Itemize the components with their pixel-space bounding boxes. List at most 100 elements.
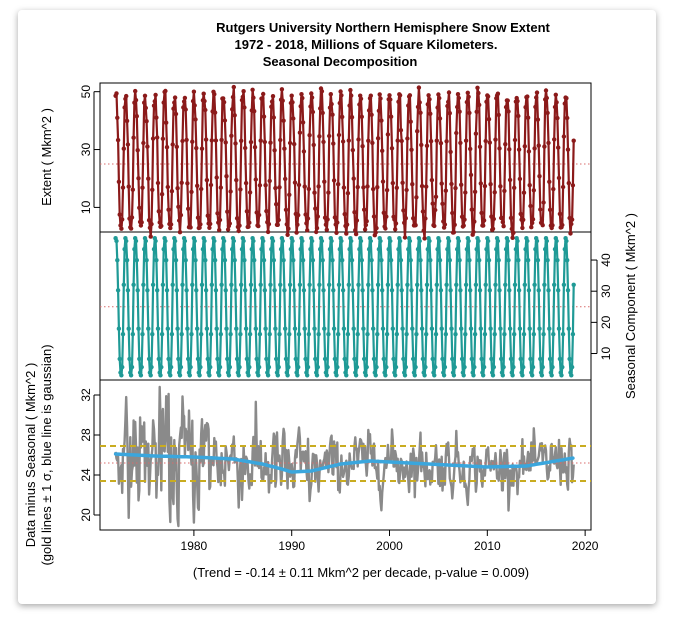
seasonal-point xyxy=(461,373,466,378)
seasonal-point xyxy=(320,258,325,263)
top-extent-point xyxy=(396,99,401,105)
top-extent-point xyxy=(303,212,308,217)
seasonal-point xyxy=(150,282,156,287)
top-extent-point xyxy=(554,100,559,105)
seasonal-point xyxy=(287,282,293,287)
top-extent-point xyxy=(471,229,476,235)
top-extent-point xyxy=(326,190,331,195)
seasonal-point xyxy=(556,288,561,293)
top-extent-point xyxy=(511,230,516,235)
seasonal-point xyxy=(437,238,442,244)
top-extent-point xyxy=(337,100,342,106)
seasonal-point xyxy=(468,326,474,331)
top-extent-point xyxy=(454,130,459,136)
top-extent-point xyxy=(161,100,166,105)
seasonal-point xyxy=(439,326,444,331)
seasonal-point xyxy=(219,282,224,287)
seasonal-point xyxy=(560,364,565,370)
seasonal-point xyxy=(316,332,321,337)
top-extent-point xyxy=(345,191,351,196)
seasonal-point xyxy=(143,238,148,244)
seasonal-point xyxy=(286,364,291,370)
seasonal-point xyxy=(192,238,197,244)
top-extent-point xyxy=(324,227,329,232)
top-extent-point xyxy=(565,147,571,152)
top-extent-point xyxy=(302,184,307,189)
seasonal-point xyxy=(427,238,432,244)
seasonal-point xyxy=(342,356,347,362)
top-extent-point xyxy=(203,107,208,113)
seasonal-point xyxy=(122,247,127,252)
top-extent-point xyxy=(476,90,481,96)
seasonal-point xyxy=(114,238,119,244)
seasonal-point xyxy=(428,288,434,293)
seasonal-point xyxy=(292,326,298,331)
seasonal-point xyxy=(490,373,496,378)
top-extent-point xyxy=(506,109,511,114)
top-extent-point xyxy=(119,226,124,231)
seasonal-point xyxy=(178,364,184,370)
seasonal-point xyxy=(556,326,562,331)
top-extent-point xyxy=(209,138,214,143)
top-extent-point xyxy=(317,134,322,139)
seasonal-point xyxy=(261,258,267,263)
top-extent-point xyxy=(166,207,171,212)
top-extent-point xyxy=(483,138,488,144)
gaussian-trend-line xyxy=(113,452,575,474)
seasonal-point xyxy=(190,247,196,252)
seasonal-point xyxy=(428,258,433,263)
top-extent-point xyxy=(456,95,461,101)
top-ytick-label: 10 xyxy=(79,200,93,214)
seasonal-point xyxy=(448,288,453,293)
top-extent-point xyxy=(445,103,450,109)
top-extent-point xyxy=(408,119,413,124)
xtick-label: 2020 xyxy=(572,539,599,553)
top-extent-point xyxy=(510,235,515,240)
seasonal-point xyxy=(542,282,547,287)
seasonal-point xyxy=(232,258,237,263)
top-extent-point xyxy=(237,223,242,228)
seasonal-point xyxy=(208,364,213,370)
seasonal-point xyxy=(516,258,521,263)
seasonal-point xyxy=(217,373,222,378)
top-extent-point xyxy=(340,139,346,144)
top-extent-point xyxy=(204,177,210,183)
seasonal-point xyxy=(288,247,294,252)
top-extent-point xyxy=(137,205,142,210)
top-extent-point xyxy=(375,136,381,141)
seasonal-point xyxy=(520,373,525,378)
seasonal-point xyxy=(175,326,180,331)
seasonal-point xyxy=(362,356,367,362)
top-extent-point xyxy=(199,186,204,192)
seasonal-point xyxy=(525,238,530,244)
seasonal-point xyxy=(244,356,250,362)
seasonal-point xyxy=(311,288,316,293)
top-extent-point xyxy=(243,145,248,151)
top-extent-point xyxy=(323,222,329,227)
top-extent-point xyxy=(478,181,483,186)
top-extent-point xyxy=(332,215,338,220)
top-extent-point xyxy=(287,192,292,197)
top-extent-point xyxy=(516,147,522,152)
top-extent-point xyxy=(322,179,327,184)
seasonal-point xyxy=(199,282,205,287)
seasonal-point xyxy=(159,364,164,370)
top-extent-point xyxy=(417,100,422,105)
seasonal-point xyxy=(209,282,214,287)
top-extent-point xyxy=(536,143,541,148)
axes: 10 30 50 10 20 30 40 20 24 28 32 1980 1990 2000 2010 20… xyxy=(79,85,613,553)
seasonal-point xyxy=(414,332,419,337)
figure-card: Rutgers University Northern Hemisphere S… xyxy=(18,10,656,604)
seasonal-point xyxy=(300,238,305,244)
seasonal-point xyxy=(371,326,376,331)
top-extent-point xyxy=(131,135,136,140)
top-extent-point xyxy=(547,207,553,212)
top-extent-point xyxy=(340,114,345,120)
chart-title-line-3: Seasonal Decomposition xyxy=(263,54,418,69)
top-extent-point xyxy=(346,138,351,143)
seasonal-point xyxy=(554,238,559,244)
seasonal-point xyxy=(365,332,370,337)
top-extent-point xyxy=(221,96,226,101)
seasonal-point xyxy=(171,247,176,252)
seasonal-point xyxy=(222,258,228,263)
